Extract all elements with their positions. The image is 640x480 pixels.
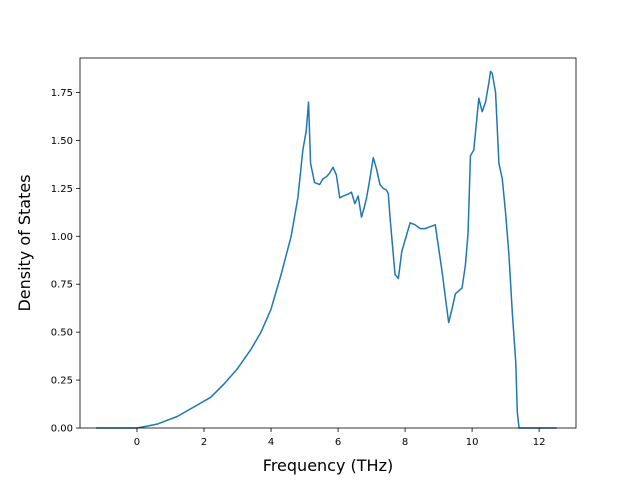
x-tick-label: 10 [466,437,479,448]
y-tick-label: 0.00 [51,424,73,435]
x-axis-label: Frequency (THz) [263,456,393,475]
y-tick-label: 1.75 [51,88,73,99]
x-tick-label: 12 [533,437,546,448]
axes-frame [79,57,577,429]
x-tick-label: 8 [402,437,408,448]
y-tick-label: 1.00 [51,232,73,243]
y-axis-label: Density of States [15,174,34,311]
x-tick-label: 2 [201,437,207,448]
dos-curve [96,70,557,429]
plot-area [96,70,557,429]
y-tick-label: 1.25 [51,184,73,195]
x-tick-label: 0 [134,437,140,448]
y-tick-label: 1.50 [51,136,73,147]
x-tick-label: 6 [335,437,341,448]
y-axis-ticks: 0.00 0.25 0.50 0.75 1.00 1.25 1.50 1.75 [51,88,80,435]
x-tick-label: 4 [268,437,274,448]
x-axis-ticks: 0 2 4 6 8 10 12 [134,428,546,448]
y-tick-label: 0.50 [51,328,73,339]
y-tick-label: 0.25 [51,376,73,387]
y-tick-label: 0.75 [51,280,73,291]
